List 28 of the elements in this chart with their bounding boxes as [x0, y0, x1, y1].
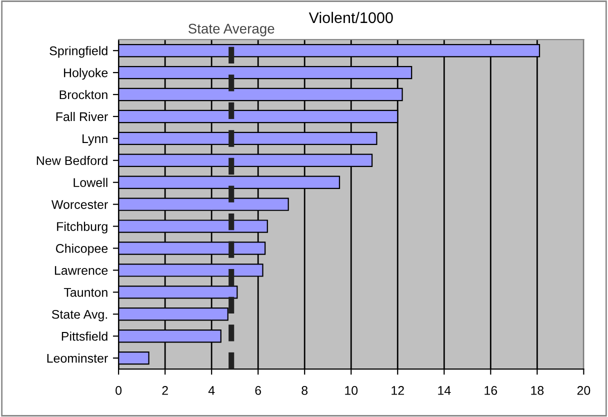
y-tick-label: Holyoke — [64, 68, 108, 80]
x-tick-label: 16 — [484, 386, 498, 395]
x-tick-label: 10 — [345, 386, 358, 395]
x-tick-label: 14 — [438, 386, 451, 395]
y-tick-label: Lawrence — [54, 266, 108, 275]
y-tick-label: Lowell — [74, 178, 108, 188]
y-tick-label: Taunton — [64, 288, 108, 297]
y-tick-label: New Bedford — [36, 156, 108, 166]
x-tick-label: 12 — [392, 386, 404, 395]
y-tick-label: Worcester — [51, 200, 108, 209]
x-tick-label: 20 — [577, 386, 590, 395]
x-tick-label: 4 — [208, 386, 215, 395]
y-tick-label: Pittsfield — [62, 332, 108, 341]
x-tick-label: 6 — [255, 386, 262, 395]
y-tick-label: State Avg. — [52, 310, 108, 322]
y-tick-label: Leominster — [47, 354, 108, 363]
y-tick-label: Brockton — [60, 90, 108, 100]
y-tick-label: Lynn — [82, 134, 108, 146]
x-tick-label: 2 — [162, 386, 168, 395]
y-tick-label: Fitchburg — [57, 222, 108, 234]
chart-title: Violent/1000 — [308, 12, 393, 24]
y-tick-label: Springfield — [50, 46, 108, 58]
y-tick-label: Chicopee — [56, 244, 108, 256]
ref-line-label: State Average — [188, 24, 274, 36]
x-tick-label: 18 — [531, 386, 544, 395]
x-tick-label: 8 — [302, 386, 308, 395]
x-tick-label: 0 — [116, 386, 122, 395]
y-tick-label: Fall River — [56, 112, 108, 122]
